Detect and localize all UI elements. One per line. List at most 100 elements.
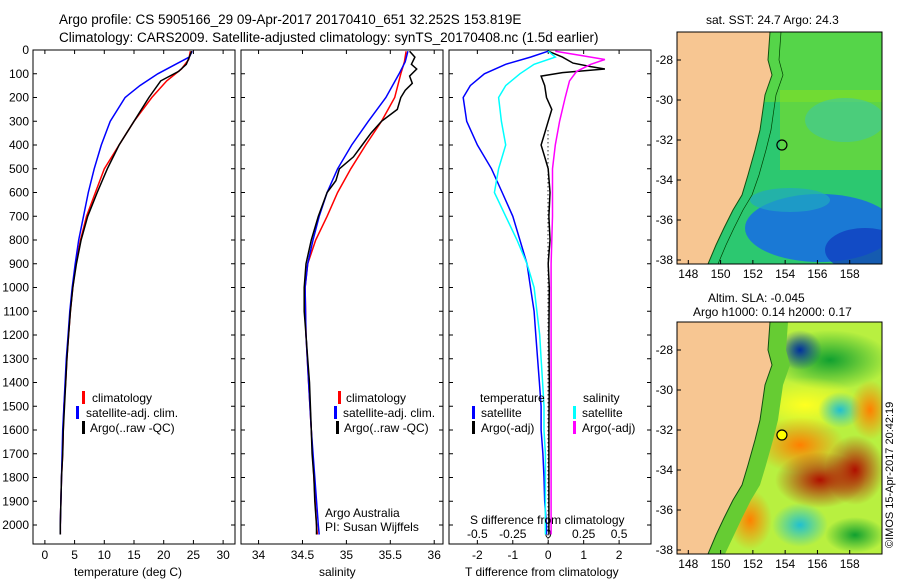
x-tick-label: 20	[157, 548, 171, 562]
depth-tick-label: 600	[9, 186, 29, 200]
s-diff-tick-label: 0.25	[572, 527, 596, 541]
depth-tick-label: 1700	[2, 447, 29, 461]
sst-map-panel: sat. SST: 24.7 Argo: 24.3 148 150 152 154 15…	[656, 13, 883, 281]
x-tick-label: 0	[42, 548, 49, 562]
lat-tick-label: -28	[656, 343, 674, 357]
sst-mid-patch	[805, 98, 882, 142]
depth-tick-label: 1900	[2, 494, 29, 508]
difference-legend: temperature satellite Argo(-adj) salinit…	[472, 391, 635, 435]
sla-map-frame	[676, 321, 883, 555]
lat-tick-label: -36	[656, 213, 674, 227]
sla-cyclonic-eddy-north	[778, 330, 822, 370]
sst-map-title: sat. SST: 24.7 Argo: 24.3	[706, 13, 839, 27]
temperature-xlabel: temperature (deg C)	[74, 565, 182, 579]
sst-land-mask	[677, 32, 772, 264]
salinity-xlabel: salinity	[319, 565, 356, 579]
sla-anticyclonic-eddy-2	[825, 435, 882, 505]
legend-title-salinity: salinity	[583, 391, 620, 405]
legend-label-s-argo: Argo(-adj)	[582, 421, 635, 435]
temperature-plot-frame	[32, 49, 236, 545]
sst-coastline	[707, 32, 773, 264]
legend-swatch-t-satellite	[472, 406, 475, 419]
salinity-x-axis: 34 34.5 35 35.5 36	[252, 50, 441, 562]
legend-label-t-argo: Argo(-adj)	[481, 421, 534, 435]
sla-land-mask	[677, 322, 772, 554]
s-difference-label: S difference from climatology	[470, 513, 625, 527]
depth-tick-label: 1600	[2, 423, 29, 437]
sla-map-title-2: Argo h1000: 0.14 h2000: 0.17	[693, 305, 852, 319]
argo-position-marker	[776, 139, 788, 151]
x-tick-label: 34.5	[291, 548, 315, 562]
series-line-satellite-adj-clim-	[59, 50, 193, 535]
legend-swatch-satellite-adj	[76, 406, 79, 419]
x-tick-label: 30	[216, 548, 230, 562]
legend-swatch-satellite-adj	[334, 406, 337, 419]
depth-tick-label: 1100	[3, 304, 29, 318]
sst-cold-water	[825, 228, 882, 264]
series-line-argo-adj-	[540, 50, 606, 535]
depth-tick-label: 1300	[2, 352, 29, 366]
temperature-legend: climatology satellite-adj. clim. Argo(..…	[76, 391, 178, 435]
temperature-x-axis: 0 5 10 15 20 25 30	[42, 50, 230, 562]
argo-position-marker	[776, 429, 788, 441]
x-tick-label: 1	[580, 548, 587, 562]
legend-label-argo: Argo(..raw -QC)	[90, 421, 175, 435]
depth-tick-label: 1200	[2, 328, 29, 342]
sla-coastline	[707, 322, 773, 554]
s-diff-tick-label: 0.5	[611, 527, 628, 541]
sla-cyan-south	[772, 503, 828, 547]
legend-swatch-climatology	[82, 391, 85, 404]
sst-map-axes: 148 150 152 154 156 158 -28 -30 -32 -34 -36 -38	[656, 53, 860, 281]
legend-label-climatology: climatology	[346, 391, 406, 405]
sla-shelf	[708, 322, 790, 554]
depth-tick-label: 500	[9, 162, 29, 176]
depth-axis: 0 100 200 300 400 500 600 700 800 900 1000 1100 1200…	[2, 43, 235, 532]
series-line-argo-raw-qc-	[303, 50, 418, 535]
lon-tick-label: 158	[840, 557, 860, 571]
depth-tick-label: 1500	[2, 399, 29, 413]
depth-tick-label: 1800	[2, 471, 29, 485]
credit-argo-australia: Argo Australia	[325, 506, 400, 520]
imos-credit: ©IMOS 15-Apr-2017 20:42:19	[884, 402, 896, 548]
sla-map-axes: 148 150 152 154 156 158 -28 -30 -32 -34 -36 -38	[656, 343, 860, 571]
t-difference-x-axis: -2 -1 0 1 2	[472, 50, 623, 562]
lat-tick-label: -38	[656, 543, 674, 557]
t-difference-label: T difference from climatology	[465, 565, 619, 579]
x-tick-label: 36	[428, 548, 442, 562]
legend-swatch-climatology	[338, 391, 341, 404]
depth-tick-label: 100	[9, 67, 29, 81]
depth-tick-label: 300	[9, 114, 29, 128]
sla-map-title-1: Altim. SLA: -0.045	[708, 291, 805, 305]
legend-label-argo: Argo(..raw -QC)	[344, 421, 429, 435]
s-diff-tick-label: -0.25	[499, 527, 527, 541]
difference-series	[462, 50, 606, 535]
header-line-2: Climatology: CARS2009. Satellite-adjuste…	[59, 30, 599, 45]
lat-tick-label: -30	[656, 93, 674, 107]
lon-tick-label: 152	[743, 557, 763, 571]
series-line-argo-adj-	[550, 50, 606, 535]
lat-tick-label: -38	[656, 253, 674, 267]
sla-map-panel: Altim. SLA: -0.045 Argo h1000: 0.14 h200…	[656, 291, 883, 571]
difference-depth-ticks	[449, 49, 651, 526]
depth-tick-label: 700	[9, 209, 29, 223]
x-tick-label: 35.5	[379, 548, 403, 562]
sla-orange-east	[850, 380, 882, 440]
legend-swatch-argo	[82, 421, 85, 434]
salinity-legend: climatology satellite-adj. clim. Argo(..…	[334, 391, 435, 435]
depth-tick-label: 900	[9, 257, 29, 271]
sst-map-image	[677, 32, 882, 264]
difference-panel: -2 -1 0 1 2 -0.5 -0.25 0 0.25 0.5 S difference f…	[448, 49, 652, 579]
x-tick-label: 2	[616, 548, 623, 562]
series-line-climatology	[59, 51, 192, 535]
x-tick-label: -1	[507, 548, 518, 562]
lat-tick-label: -30	[656, 383, 674, 397]
legend-swatch-argo	[336, 421, 339, 434]
x-tick-label: 25	[187, 548, 201, 562]
sst-isobath	[717, 32, 784, 264]
salinity-plot-frame	[240, 49, 444, 545]
lat-tick-label: -34	[656, 173, 674, 187]
lon-tick-label: 152	[743, 267, 763, 281]
sst-map-frame	[676, 31, 883, 265]
lat-tick-label: -32	[656, 133, 674, 147]
series-line-climatology	[304, 51, 407, 535]
